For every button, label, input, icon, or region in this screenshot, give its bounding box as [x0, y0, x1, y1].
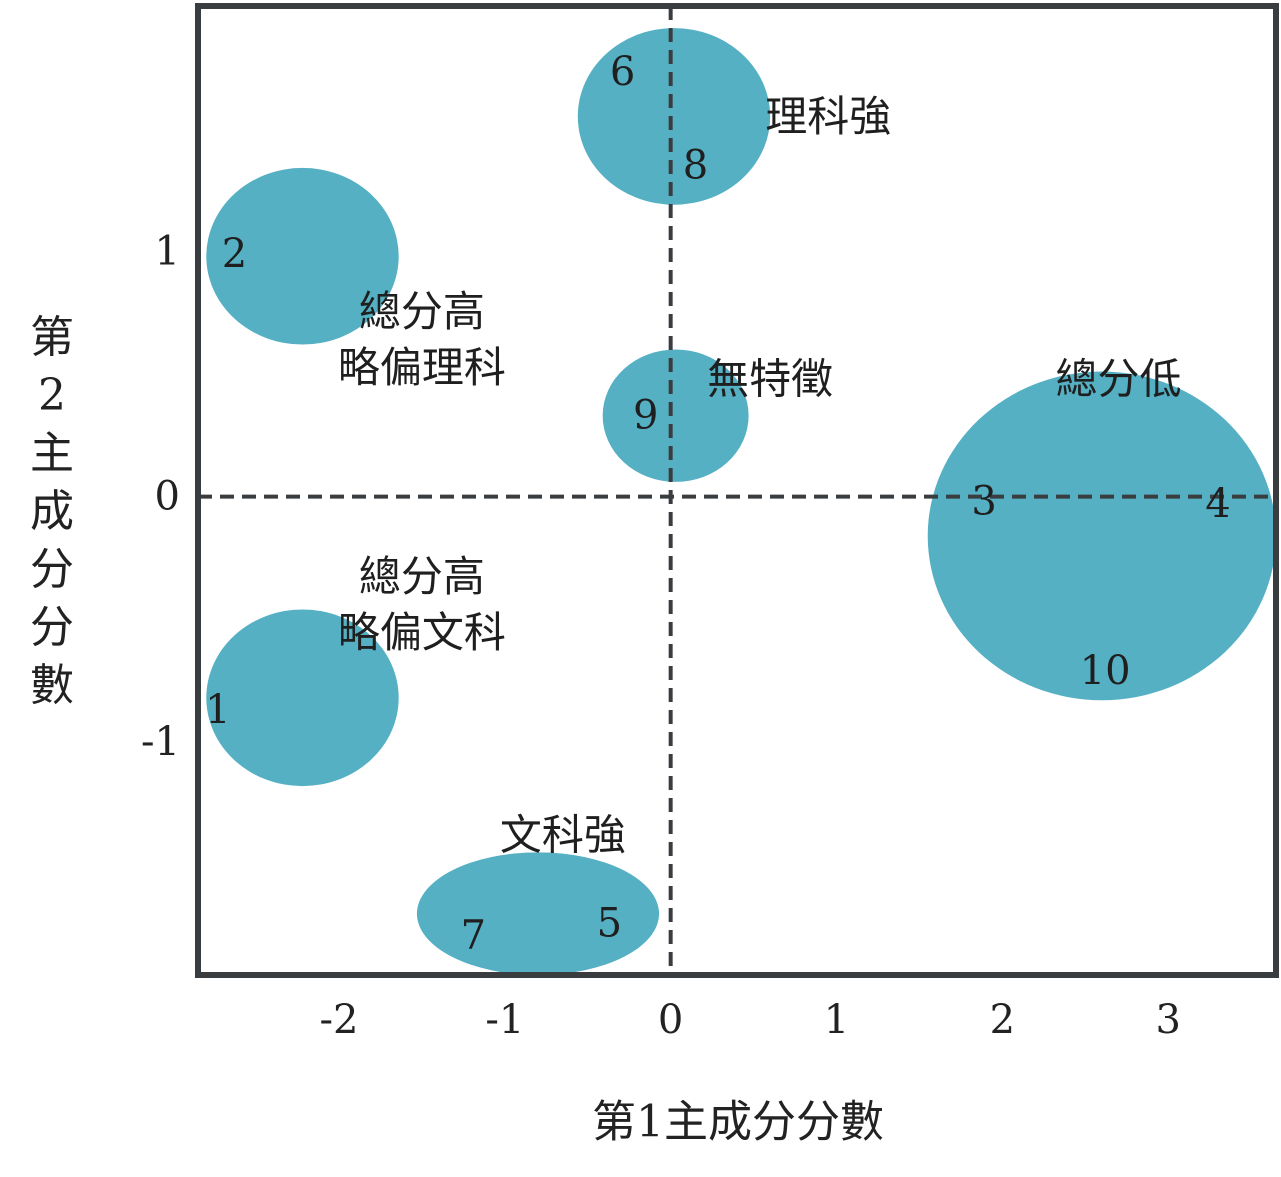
- group-label-5-line-2: 略偏文科: [338, 608, 506, 657]
- group-label-4-line-1: 總分低: [1055, 354, 1181, 403]
- point-label-10: 10: [1080, 648, 1131, 694]
- x-tick-label: 3: [1155, 997, 1180, 1043]
- point-label-8: 8: [683, 142, 708, 188]
- zero-reference-lines: [198, 6, 1276, 975]
- x-tick-label: 0: [658, 997, 683, 1043]
- x-tick-label: -1: [485, 997, 524, 1043]
- x-tick-label: 1: [824, 997, 849, 1043]
- group-label-5-line-1: 總分高: [359, 552, 485, 601]
- group-label-2-line-1: 總分高: [359, 287, 485, 336]
- x-tick-label: 2: [990, 997, 1015, 1043]
- bubble-layer: [206, 28, 1276, 975]
- y-tick-label: 0: [155, 474, 180, 520]
- group-bubble-5: [206, 609, 399, 787]
- x-tick-label: -2: [319, 997, 358, 1043]
- point-labels: 1 2 3 4 5 6 7 8 9 10: [205, 49, 1231, 959]
- point-label-4: 4: [1205, 481, 1230, 527]
- point-label-3: 3: [971, 479, 996, 525]
- point-label-2: 2: [222, 231, 247, 277]
- point-label-7: 7: [461, 913, 486, 959]
- group-bubble-4: [927, 371, 1276, 701]
- x-axis-label: 第1主成分分數: [592, 1097, 884, 1148]
- point-label-9: 9: [633, 393, 658, 439]
- group-label-6-line-1: 文科強: [500, 811, 626, 860]
- point-label-1: 1: [205, 687, 230, 733]
- group-bubble-1: [577, 28, 771, 205]
- group-label-2-line-2: 略偏理科: [338, 343, 506, 392]
- y-axis-label: 第 2 主成分分數: [30, 312, 74, 711]
- plot-frame: [195, 3, 1279, 978]
- y-tick-label: -1: [141, 719, 180, 765]
- group-bubble-2: [206, 167, 399, 345]
- tick-labels: -2 -1 0 1 2 310-1: [141, 228, 1181, 1043]
- point-label-6: 6: [610, 49, 635, 95]
- group-label-1-line-1: 理科強: [765, 92, 891, 141]
- group-label-3-line-1: 無特徵: [707, 354, 833, 403]
- point-label-5: 5: [597, 900, 622, 946]
- group-bubble-3: [602, 349, 749, 482]
- y-tick-label: 1: [155, 228, 180, 274]
- group-bubble-6: [416, 852, 660, 975]
